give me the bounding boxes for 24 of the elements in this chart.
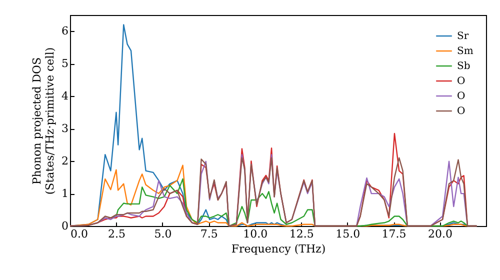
x-tick-label: 20.0 [428, 228, 453, 240]
x-tick-label: 10.0 [243, 228, 268, 240]
legend-label: Sm [457, 46, 474, 57]
legend-label: O [457, 76, 466, 87]
y-tick-label: 3 [62, 122, 68, 136]
x-tick-label: 15.0 [336, 228, 360, 240]
y-tick-label: 6 [62, 24, 68, 38]
y-tick-label: 0 [62, 220, 68, 232]
legend-label: O [457, 106, 466, 117]
legend-label: O [457, 91, 466, 102]
y-tick-label: 4 [62, 90, 68, 103]
y-tick-label: 2 [62, 154, 68, 168]
x-axis-title: Frequency (THz) [231, 242, 326, 256]
legend-label: Sr [457, 31, 469, 42]
x-tick-label: 7.5 [200, 228, 218, 240]
x-tick-label: 17.5 [382, 228, 406, 240]
y-tick-label: 1 [62, 187, 68, 200]
y-axis-title: Phonon projected DOS (States/THz·primitive cell) [30, 47, 56, 195]
legend-label: Sb [457, 61, 470, 72]
x-tick-label: 2.5 [108, 228, 126, 240]
y-tick-label: 5 [62, 57, 68, 70]
x-tick-label: 12.5 [289, 228, 314, 240]
x-tick-label: 5.0 [154, 228, 172, 240]
x-tick-label: 0.0 [70, 228, 88, 240]
